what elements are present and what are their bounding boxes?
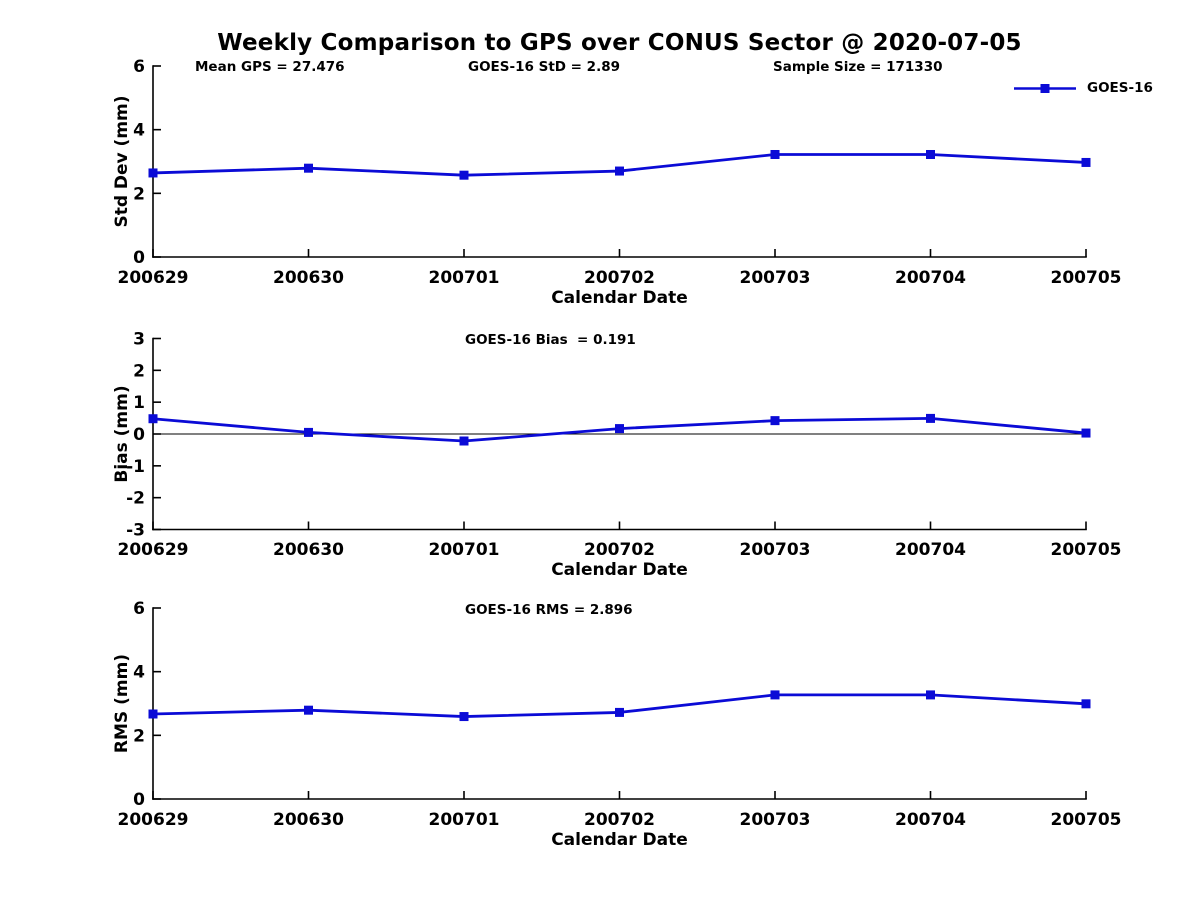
bias-y-tick-label: -1 (126, 457, 145, 477)
rms-x-tick-label: 200704 (895, 810, 966, 830)
rms-y-tick-label: 2 (133, 726, 145, 746)
bias-x-tick-label: 200703 (740, 540, 811, 560)
legend-square-marker-icon (1040, 84, 1050, 93)
std-dev-data-marker (615, 166, 624, 176)
rms-x-tick-label: 200705 (1051, 810, 1122, 830)
bias-y-tick-label: 3 (133, 330, 145, 350)
rms-x-tick-label: 200629 (118, 810, 189, 830)
bias-subplot: -3 -2 -1 0 1 2 3 200629 200630 200701 200702 200703… (112, 330, 1121, 581)
std-dev-x-tick-label: 200705 (1051, 268, 1122, 288)
std-dev-ylabel: Std Dev (mm) (112, 95, 132, 227)
std-dev-x-tick-label: 200703 (740, 268, 811, 288)
rms-data-marker (1081, 699, 1091, 709)
figure-title: Weekly Comparison to GPS over CONUS Sect… (217, 30, 1022, 56)
bias-y-tick-label: -3 (126, 521, 145, 541)
rms-data-marker (304, 705, 313, 715)
rms-data-marker (148, 709, 158, 719)
rms-x-tick-label: 200701 (429, 810, 500, 830)
bias-xlabel: Calendar Date (551, 560, 688, 580)
rms-subplot: 0 2 4 6 200629 200630 200701 200702 200703 200704… (112, 599, 1121, 850)
annotation-sample-size: Sample Size = 171330 (773, 59, 943, 75)
std-dev-x-tick-label: 200629 (118, 268, 189, 288)
rms-ylabel: RMS (mm) (112, 654, 132, 753)
bias-y-tick-label: -2 (126, 489, 145, 509)
rms-x-tick-label: 200703 (740, 810, 811, 830)
std-dev-data-marker (926, 149, 935, 159)
std-dev-y-tick-label: 2 (133, 184, 145, 204)
bias-data-marker (926, 413, 935, 423)
annotation-goes16-std: GOES-16 StD = 2.89 (468, 59, 620, 75)
rms-data-marker (615, 707, 624, 717)
std-dev-y-tick-label: 4 (133, 121, 145, 141)
bias-data-marker (615, 424, 624, 434)
bias-data-marker (770, 416, 780, 426)
bias-x-tick-label: 200701 (429, 540, 500, 560)
legend-label: GOES-16 (1087, 79, 1153, 96)
std-dev-data-marker (459, 170, 469, 180)
bias-x-tick-label: 200702 (584, 540, 655, 560)
std-dev-x-tick-label: 200701 (429, 268, 500, 288)
bias-x-tick-label: 200630 (273, 540, 344, 560)
rms-x-tick-label: 200630 (273, 810, 344, 830)
std-dev-xlabel: Calendar Date (551, 288, 688, 308)
std-dev-x-tick-label: 200702 (584, 268, 655, 288)
rms-data-marker (770, 690, 780, 700)
bias-y-tick-label: 0 (133, 425, 145, 445)
bias-data-marker (148, 414, 158, 424)
bias-x-tick-label: 200629 (118, 540, 189, 560)
legend-swatch (1014, 84, 1076, 93)
rms-y-tick-label: 6 (133, 599, 145, 619)
bias-y-tick-label: 1 (133, 393, 145, 413)
std-dev-y-tick-label: 6 (133, 57, 145, 77)
annotation-mean-gps: Mean GPS = 27.476 (195, 59, 345, 75)
annotation-goes16-bias: GOES-16 Bias = 0.191 (465, 332, 636, 348)
legend: GOES-16 (1012, 80, 1153, 97)
std-dev-x-tick-label: 200704 (895, 268, 966, 288)
bias-x-tick-label: 200705 (1051, 540, 1122, 560)
rms-x-tick-label: 200702 (584, 810, 655, 830)
bias-data-marker (459, 436, 469, 446)
std-dev-data-marker (1081, 157, 1091, 167)
bias-data-marker (1081, 428, 1091, 438)
std-dev-x-tick-label: 200630 (273, 268, 344, 288)
rms-data-marker (926, 690, 935, 700)
std-dev-y-tick-label: 0 (133, 248, 145, 268)
std-dev-data-marker (148, 168, 158, 178)
std-dev-data-marker (304, 163, 313, 173)
std-dev-data-marker (770, 149, 780, 159)
rms-xlabel: Calendar Date (551, 830, 688, 850)
bias-ylabel: Bias (mm) (112, 385, 132, 482)
rms-y-tick-label: 0 (133, 790, 145, 810)
rms-y-tick-label: 4 (133, 663, 145, 683)
std-dev-subplot: 0 2 4 6 200629 200630 200701 200702 200703 200704… (112, 57, 1121, 308)
bias-x-tick-label: 200704 (895, 540, 966, 560)
bias-y-tick-label: 2 (133, 361, 145, 381)
rms-data-marker (459, 712, 469, 722)
bias-data-marker (304, 427, 313, 437)
annotation-goes16-rms: GOES-16 RMS = 2.896 (465, 602, 633, 618)
